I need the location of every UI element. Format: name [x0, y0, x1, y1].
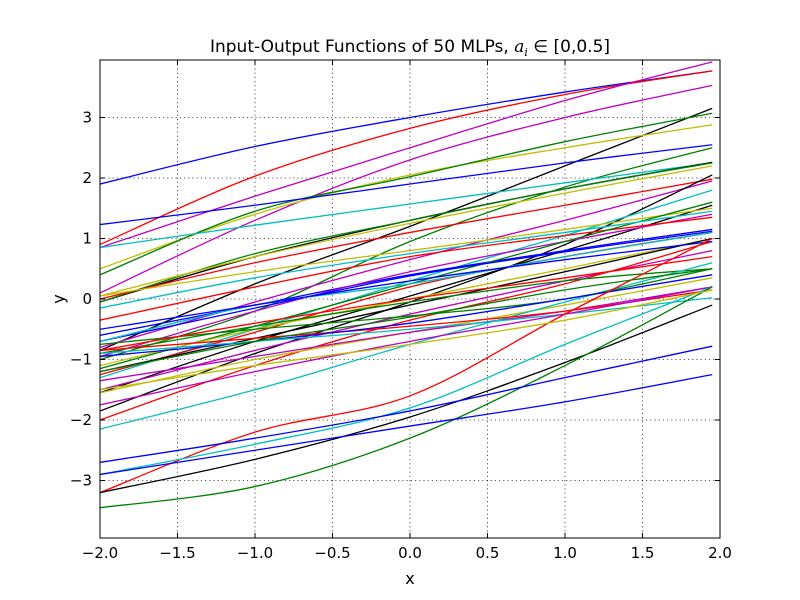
- series-line-7: [100, 112, 713, 276]
- series-line-46: [100, 373, 713, 476]
- series-line-49: [100, 210, 713, 309]
- series-line-37: [100, 268, 713, 346]
- series-line-3: [100, 61, 713, 249]
- x-tick-label: −1.0: [237, 544, 273, 562]
- series-line-40: [100, 286, 713, 406]
- series-line-16: [100, 180, 713, 349]
- series-line-4: [100, 84, 713, 294]
- y-axis-label: y: [49, 294, 68, 303]
- x-tick-label: −2.0: [82, 544, 118, 562]
- x-tick-label: −0.5: [314, 544, 350, 562]
- y-tick-label: 3: [82, 108, 92, 126]
- series-line-41: [100, 237, 713, 494]
- series-line-22: [100, 216, 713, 321]
- grid-lines: [100, 60, 720, 538]
- series-line-45: [100, 345, 713, 464]
- series-line-13: [100, 165, 713, 297]
- y-tick-label: −3: [70, 472, 92, 490]
- y-tick-label: 0: [82, 290, 92, 308]
- series-line-47: [100, 289, 713, 391]
- x-tick-label: 1.0: [553, 544, 577, 562]
- series-line-15: [100, 204, 713, 394]
- series-line-32: [100, 268, 713, 355]
- x-tick-label: −1.5: [159, 544, 195, 562]
- x-tick-label: 1.5: [631, 544, 655, 562]
- series-line-9: [100, 147, 713, 361]
- x-tick-label: 2.0: [708, 544, 732, 562]
- series-line-44: [100, 286, 713, 509]
- series-line-39: [100, 297, 713, 355]
- series-line-43: [100, 304, 713, 494]
- series-line-5: [100, 107, 713, 352]
- series-line-14: [100, 178, 713, 300]
- y-tick-label: −1: [70, 351, 92, 369]
- series-line-31: [100, 240, 713, 330]
- series-lines: [100, 61, 713, 509]
- series-line-21: [100, 213, 713, 358]
- series-line-8: [100, 144, 713, 226]
- series-line-1: [100, 70, 713, 185]
- x-tick-label: 0.0: [398, 544, 422, 562]
- title-relation: ∈: [528, 37, 554, 57]
- series-line-38: [100, 274, 713, 358]
- y-tick-label: 2: [82, 169, 92, 187]
- series-line-2: [100, 70, 713, 246]
- series-line-20: [100, 228, 713, 336]
- x-tick-label: 0.5: [476, 544, 500, 562]
- series-line-50: [100, 268, 713, 373]
- series-line-48: [100, 256, 713, 352]
- y-tick-label: −2: [70, 411, 92, 429]
- title-interval: [0,0.5]: [554, 37, 611, 57]
- title-math-symbol: a: [514, 37, 524, 57]
- y-tick-label: 1: [82, 229, 92, 247]
- series-line-26: [100, 231, 713, 342]
- series-line-30: [100, 240, 713, 421]
- series-line-19: [100, 207, 713, 297]
- series-line-24: [100, 230, 713, 342]
- plot-frame: [99, 59, 721, 539]
- title-math-subscript: i: [524, 46, 528, 59]
- series-line-10: [100, 162, 713, 249]
- axis-ticks: −2.0 −1.5 −1.0 −0.5 0.0 0.5 1.0 1.5 2.0 −3 −2 −1 0 1 2…: [70, 60, 732, 562]
- series-line-28: [100, 237, 713, 373]
- series-line-34: [100, 286, 713, 382]
- series-line-6: [100, 124, 713, 270]
- chart-title: Input-Output Functions of 50 MLPs, ai ∈ …: [210, 37, 610, 59]
- series-line-42: [100, 286, 713, 476]
- x-axis-label: x: [405, 569, 414, 588]
